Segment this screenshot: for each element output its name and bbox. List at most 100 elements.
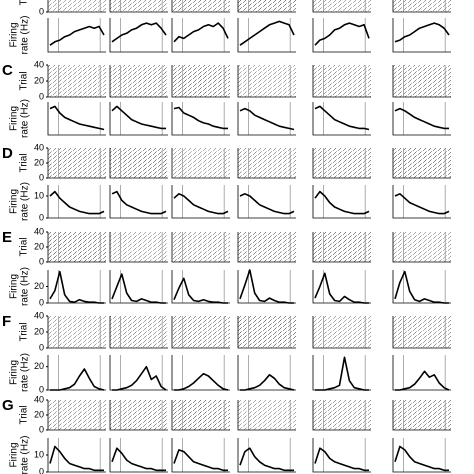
trial-axis-label: Trial (19, 71, 30, 90)
raster-texture (48, 0, 106, 12)
raster-texture (172, 65, 230, 97)
axis (47, 232, 106, 263)
raster-texture (172, 316, 230, 348)
rate-curve (111, 105, 166, 130)
trial-tick-label: 0 (39, 6, 44, 16)
rate-axis-label: Firing (9, 189, 20, 214)
raster-texture (48, 148, 106, 178)
axis (171, 102, 230, 136)
rate-curve (315, 356, 369, 391)
axis (171, 65, 230, 98)
axis (312, 102, 371, 136)
axis (47, 316, 106, 349)
trial-tick-label: 40 (34, 394, 44, 404)
rate-tick-label: 0 (39, 466, 44, 474)
trial-tick-label: 40 (34, 226, 44, 236)
panel-letter: G (2, 397, 14, 414)
axis (237, 148, 296, 179)
rate-curve (239, 269, 294, 304)
trial-tick-label: 0 (39, 342, 44, 352)
raster-texture (48, 232, 106, 262)
rate-curve (111, 190, 167, 215)
axis (392, 270, 451, 304)
axis (47, 102, 106, 136)
raster-texture (393, 0, 451, 12)
axis (237, 18, 296, 53)
rate-curve (49, 445, 104, 472)
rate-axis-label: Firing (9, 106, 20, 131)
rate-curve (112, 365, 167, 391)
axis (237, 438, 296, 473)
rate-curve (49, 25, 105, 46)
raster-texture (313, 316, 371, 348)
axis (312, 270, 371, 304)
axis (171, 270, 230, 304)
axis (171, 232, 230, 263)
rate-axis-label: Firing (9, 274, 20, 299)
axis (392, 65, 451, 98)
axis (237, 65, 296, 98)
axis (312, 400, 371, 431)
rate-curve (314, 447, 369, 472)
trial-tick-label: 40 (34, 310, 44, 320)
axis (109, 18, 168, 53)
trial-tick-label: 0 (39, 172, 44, 182)
rate-curve (49, 105, 105, 131)
rate-tick-label: 0 (39, 212, 44, 222)
rate-axis-label: rate (Hz) (20, 16, 31, 55)
raster-texture (238, 65, 296, 97)
rate-axis-label: Firing (9, 22, 20, 47)
panel-letter: F (2, 313, 11, 330)
trial-tick-label: 0 (39, 91, 44, 101)
axis (109, 438, 168, 473)
axis (392, 18, 451, 53)
axis (392, 148, 451, 179)
panel-letter: D (2, 145, 13, 162)
rate-curve (240, 374, 295, 391)
axis (47, 355, 106, 391)
axis (312, 316, 371, 349)
panel-letter: C (2, 62, 13, 79)
axis (392, 185, 451, 219)
axis (109, 0, 168, 13)
axis (312, 438, 371, 473)
raster-texture (110, 148, 168, 178)
rate-axis-label: Firing (9, 360, 20, 385)
raster-texture (313, 0, 371, 12)
raster-texture (172, 400, 230, 430)
rate-curve (239, 107, 295, 131)
rate-curve (239, 193, 295, 215)
rate-tick-label: 0 (39, 384, 44, 394)
trial-tick-label: 0 (39, 424, 44, 434)
trial-tick-label: 20 (34, 75, 44, 85)
raster-texture (110, 0, 168, 12)
raster-texture (110, 316, 168, 348)
axis (47, 185, 106, 219)
rate-curve (173, 22, 229, 43)
raster-texture (238, 400, 296, 430)
axis (171, 400, 230, 431)
axis (237, 232, 296, 263)
axis (109, 270, 168, 304)
axis (392, 438, 451, 473)
axis (109, 185, 168, 219)
raster-texture (110, 232, 168, 262)
raster-texture (172, 148, 230, 178)
rate-axis-label: rate (Hz) (20, 267, 31, 306)
axis (47, 270, 106, 304)
raster-texture (48, 65, 106, 97)
rate-axis-label: rate (Hz) (20, 436, 31, 474)
axis (237, 102, 296, 136)
rate-axis-label: rate (Hz) (20, 99, 31, 138)
axis (47, 438, 106, 473)
axis (237, 0, 296, 13)
trial-axis-label: Trial (19, 237, 30, 256)
axis (392, 232, 451, 263)
axis (171, 18, 230, 53)
rate-curve (394, 270, 449, 304)
raster-texture (393, 65, 451, 97)
panel-letter: E (2, 229, 12, 246)
axis (47, 65, 106, 98)
axis (47, 0, 106, 13)
axis (392, 0, 451, 13)
